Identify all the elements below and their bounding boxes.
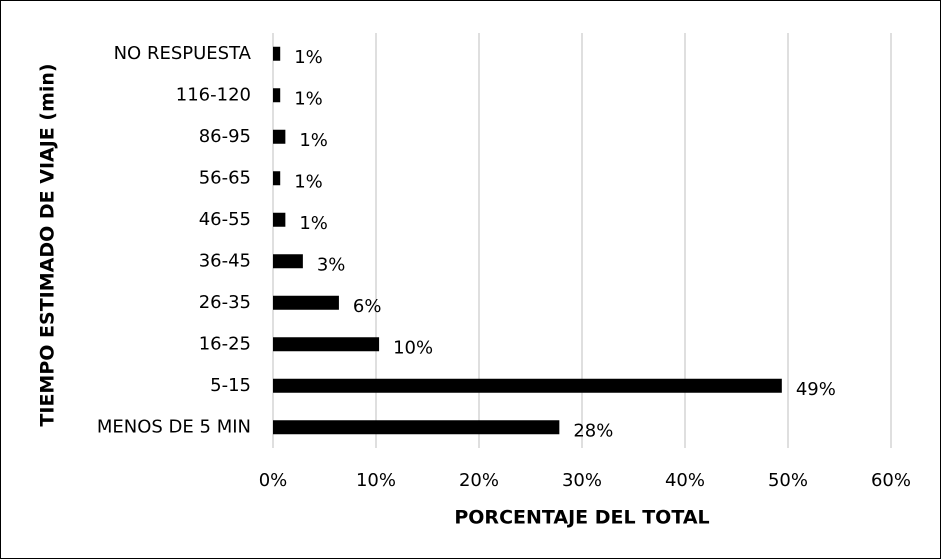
bar <box>273 171 281 186</box>
bar <box>273 88 281 103</box>
bar <box>273 337 380 352</box>
bar <box>273 420 560 435</box>
x-axis-title: PORCENTAJE DEL TOTAL <box>454 507 709 529</box>
x-tick-label: 40% <box>665 470 705 491</box>
x-tick-label: 20% <box>459 470 499 491</box>
y-tick-label: 16-25 <box>199 333 251 354</box>
x-tick-label: 10% <box>356 470 396 491</box>
value-label: 49% <box>796 379 836 400</box>
bar <box>273 46 281 61</box>
x-tick-label: 30% <box>562 470 602 491</box>
bar <box>273 254 303 269</box>
value-label: 3% <box>317 254 346 275</box>
bar <box>273 129 286 144</box>
x-tick-label: 50% <box>768 470 808 491</box>
value-label: 1% <box>294 171 323 192</box>
y-tick-label: 26-35 <box>199 292 251 313</box>
y-tick-label: 5-15 <box>210 375 251 396</box>
y-tick-label: 56-65 <box>199 167 251 188</box>
y-axis-title: TIEMPO ESTIMADO DE VIAJE (min) <box>37 63 59 426</box>
x-tick-label: 60% <box>871 470 911 491</box>
bar <box>273 212 286 227</box>
value-label: 1% <box>294 47 323 68</box>
value-label: 10% <box>393 337 433 358</box>
bar <box>273 378 782 393</box>
y-tick-label: 46-55 <box>199 209 251 230</box>
y-tick-label: 116-120 <box>176 84 251 105</box>
x-tick-label: 0% <box>259 470 288 491</box>
bar <box>273 295 339 310</box>
value-label: 1% <box>299 213 328 234</box>
value-label: 1% <box>299 130 328 151</box>
y-tick-label: 36-45 <box>199 250 251 271</box>
y-tick-label: NO RESPUESTA <box>114 43 252 64</box>
value-label: 28% <box>573 420 613 441</box>
y-tick-label: MENOS DE 5 MIN <box>97 416 251 437</box>
value-label: 1% <box>294 88 323 109</box>
value-label: 6% <box>353 296 382 317</box>
y-tick-label: 86-95 <box>199 126 251 147</box>
